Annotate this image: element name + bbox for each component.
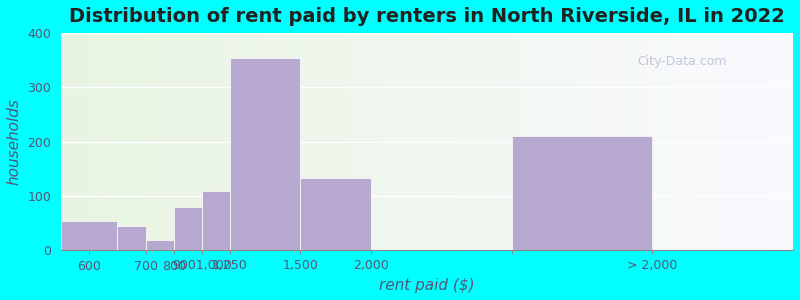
- Bar: [300, 178, 370, 250]
- Bar: [174, 207, 202, 250]
- Bar: [230, 58, 300, 250]
- Y-axis label: households: households: [7, 98, 22, 185]
- Text: City-Data.com: City-Data.com: [638, 55, 727, 68]
- Bar: [511, 136, 652, 250]
- X-axis label: rent paid ($): rent paid ($): [379, 278, 475, 293]
- Title: Distribution of rent paid by renters in North Riverside, IL in 2022: Distribution of rent paid by renters in …: [69, 7, 785, 26]
- Bar: [61, 220, 118, 250]
- Bar: [146, 240, 174, 250]
- Bar: [118, 226, 146, 250]
- Bar: [202, 191, 230, 250]
